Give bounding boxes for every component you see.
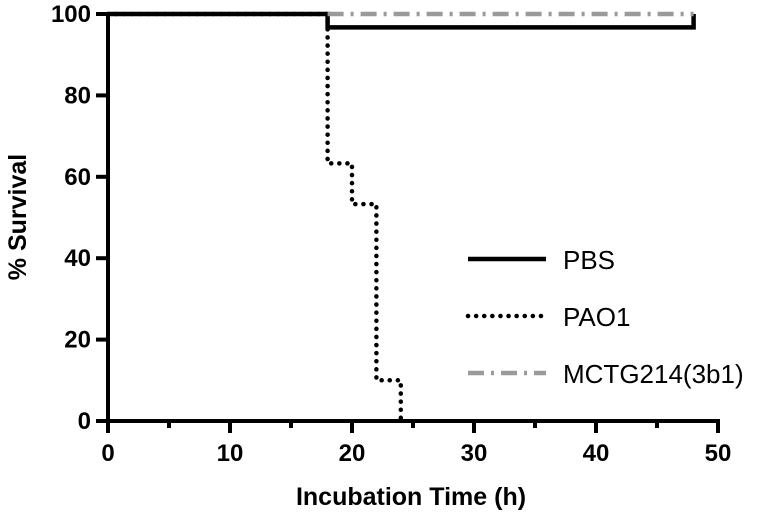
legend-label-mctg214-3b1: MCTG214(3b1) xyxy=(563,359,744,389)
x-tick-label: 20 xyxy=(339,440,366,467)
y-tick-label: 80 xyxy=(64,82,91,109)
x-axis-title: Incubation Time (h) xyxy=(296,483,526,511)
x-tick-label: 40 xyxy=(583,440,610,467)
x-tick-label: 0 xyxy=(101,440,114,467)
series-layer xyxy=(105,11,696,424)
y-axis-title: % Survival xyxy=(4,154,32,280)
x-tick-label: 50 xyxy=(705,440,732,467)
y-tick-label: 60 xyxy=(64,164,91,191)
axes-layer: 0 10 20 30 40 50 0 20 40 60 80 100 xyxy=(51,1,731,467)
legend-label-pbs: PBS xyxy=(563,245,615,275)
y-tick-label: 100 xyxy=(51,1,91,28)
x-tick-label: 10 xyxy=(217,440,244,467)
y-tick-label: 20 xyxy=(64,327,91,354)
legend-label-pao1: PAO1 xyxy=(563,302,630,332)
x-tick-label: 30 xyxy=(461,440,488,467)
legend: PBS PAO1 MCTG214(3b1) xyxy=(465,245,744,389)
y-tick-label: 0 xyxy=(78,408,91,435)
series-line-pao1 xyxy=(105,11,404,424)
y-tick-label: 40 xyxy=(64,245,91,272)
